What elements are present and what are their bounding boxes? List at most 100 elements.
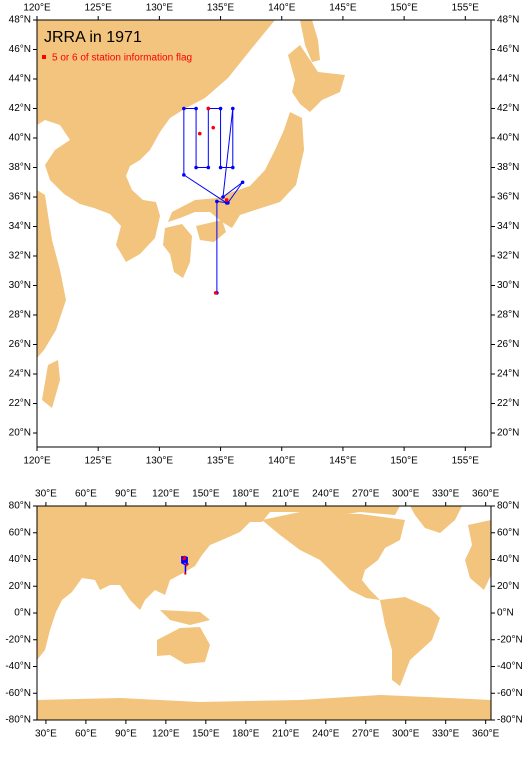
legend-label: 5 or 6 of station information flag [52, 53, 192, 64]
y-tick-label: 40°N [9, 133, 31, 144]
y-tick-label: -60°N [497, 688, 523, 699]
x-tick-label: 145°E [329, 456, 357, 467]
x-tick-label: 120°E [152, 729, 180, 740]
x-tick-label: 60°E [75, 489, 97, 500]
x-tick-label: 145°E [329, 3, 357, 14]
x-tick-label: 140°E [268, 456, 296, 467]
x-tick-label: 30°E [35, 729, 57, 740]
y-tick-label: 24°N [9, 369, 31, 380]
y-tick-label: 34°N [9, 221, 31, 232]
y-tick-label: 42°N [9, 103, 31, 114]
flagged-point [197, 131, 202, 136]
x-tick-label: 330°E [432, 489, 460, 500]
track-point [218, 165, 223, 170]
x-tick-label: 125°E [85, 456, 113, 467]
y-tick-label: -80°N [5, 715, 31, 726]
y-tick-label: -40°N [497, 661, 523, 672]
y-tick-label: 22°N [497, 398, 519, 409]
y-tick-label: 36°N [497, 192, 519, 203]
y-tick-label: 40°N [497, 133, 519, 144]
y-tick-label: 80°N [9, 501, 31, 512]
y-tick-label: -40°N [5, 661, 31, 672]
x-tick-label: 155°E [452, 456, 480, 467]
legend-marker [42, 55, 46, 59]
y-tick-label: 20°N [497, 581, 519, 592]
x-tick-label: 130°E [146, 3, 174, 14]
y-tick-label: 80°N [497, 501, 519, 512]
x-tick-label: 150°E [390, 456, 418, 467]
x-tick-label: 360°E [472, 489, 500, 500]
flagged-point [211, 125, 216, 130]
y-tick-label: 46°N [497, 44, 519, 55]
y-tick-label: 42°N [497, 103, 519, 114]
x-tick-label: 135°E [207, 456, 235, 467]
x-tick-label: 210°E [272, 489, 300, 500]
y-tick-label: 60°N [497, 527, 519, 538]
y-tick-label: 44°N [497, 74, 519, 85]
track-point [206, 165, 211, 170]
y-tick-label: 32°N [9, 251, 31, 262]
y-tick-label: 48°N [9, 15, 31, 26]
flagged-point [184, 572, 187, 575]
y-tick-label: 46°N [9, 44, 31, 55]
x-tick-label: 120°E [23, 456, 51, 467]
x-tick-label: 240°E [312, 729, 340, 740]
x-tick-label: 90°E [115, 489, 137, 500]
track-point [221, 195, 225, 199]
flagged-point [224, 198, 229, 202]
x-tick-label: 180°E [232, 489, 260, 500]
y-tick-label: 40°N [9, 554, 31, 565]
y-tick-label: 28°N [9, 310, 31, 321]
y-tick-label: 36°N [9, 192, 31, 203]
land-top [37, 20, 345, 408]
map-title: JRRA in 1971 [44, 29, 142, 46]
x-tick-label: 150°E [390, 3, 418, 14]
track-line [183, 107, 243, 293]
track-point [194, 165, 198, 170]
y-tick-label: 38°N [497, 162, 519, 173]
x-tick-label: 270°E [352, 489, 380, 500]
y-tick-label: 28°N [497, 310, 519, 321]
frame-top [36, 19, 492, 448]
y-tick-label: 20°N [497, 428, 519, 439]
x-tick-label: 130°E [146, 456, 174, 467]
x-tick-label: 120°E [152, 489, 180, 500]
x-tick-label: 155°E [452, 3, 480, 14]
x-tick-label: 300°E [392, 489, 420, 500]
y-tick-label: -80°N [497, 715, 523, 726]
x-tick-label: 60°E [75, 729, 97, 740]
track-point [240, 180, 245, 185]
x-tick-label: 300°E [392, 729, 420, 740]
y-tick-label: 30°N [9, 280, 31, 291]
x-tick-label: 135°E [207, 3, 235, 14]
y-tick-label: 60°N [9, 527, 31, 538]
y-tick-label: 20°N [9, 581, 31, 592]
flagged-point [183, 557, 187, 560]
x-tick-label: 210°E [272, 729, 300, 740]
x-tick-label: 150°E [192, 489, 220, 500]
y-tick-label: 44°N [9, 74, 31, 85]
y-tick-label: 48°N [497, 15, 519, 26]
track-point [194, 106, 198, 111]
x-tick-label: 30°E [35, 489, 57, 500]
x-tick-label: 360°E [472, 729, 500, 740]
land-world [37, 506, 491, 720]
y-tick-label: 38°N [9, 162, 31, 173]
y-tick-label: 0°N [14, 608, 31, 619]
y-tick-label: 26°N [9, 339, 31, 350]
flagged-point [206, 106, 211, 111]
x-tick-label: 180°E [232, 729, 260, 740]
y-tick-label: -20°N [5, 634, 31, 645]
y-tick-label: -20°N [497, 634, 523, 645]
x-tick-label: 150°E [192, 729, 220, 740]
y-tick-label: 34°N [497, 221, 519, 232]
track-point [226, 201, 230, 205]
x-tick-label: 270°E [352, 729, 380, 740]
y-tick-label: 26°N [497, 339, 519, 350]
track-point [230, 165, 235, 170]
x-tick-label: 125°E [85, 3, 113, 14]
track-point [218, 106, 223, 111]
y-tick-label: 40°N [497, 554, 519, 565]
x-tick-label: 240°E [312, 489, 340, 500]
